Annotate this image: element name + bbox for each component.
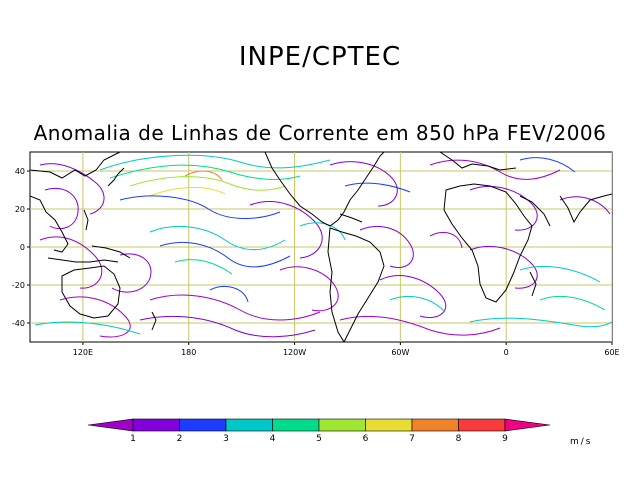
streamline: [279, 266, 339, 312]
streamline: [389, 296, 446, 313]
streamline: [149, 225, 286, 251]
colorbar-label: 1: [130, 434, 136, 444]
lon-tick-label: 180: [181, 348, 196, 357]
colorbar-label: 8: [456, 434, 462, 444]
streamline: [519, 157, 576, 173]
colorbar-box: [179, 418, 227, 432]
colorbar-box: [272, 418, 320, 432]
latitude-labels: 40 20 0 -20 -40: [12, 167, 30, 328]
coastlines: [30, 152, 612, 342]
colorbar-label: 2: [177, 434, 183, 444]
streamline: [109, 164, 301, 180]
colorbar-label: 6: [363, 434, 369, 444]
lon-tick-label: 120W: [283, 348, 306, 357]
colorbar-label: 7: [409, 434, 415, 444]
streamline: [184, 170, 223, 181]
graticule: [30, 152, 612, 342]
streamline: [39, 236, 103, 289]
streamline: [539, 295, 606, 311]
coastline-indonesia: [47, 257, 119, 263]
streamline: [59, 296, 131, 338]
coastline-north-america: [264, 152, 385, 227]
streamline: [209, 286, 249, 303]
colorbar: 1 2 3 4 5 6 7 8 9: [87, 418, 551, 444]
colorbar-label: 5: [316, 434, 322, 444]
colorbar-units: m/s: [570, 437, 593, 447]
coastline-east-asia: [30, 152, 121, 179]
streamline: [344, 182, 411, 193]
coastline-japan: [107, 167, 125, 187]
coastline-south-america: [327, 227, 385, 342]
lon-tick-label: 60E: [604, 348, 619, 357]
colorbar-box: [132, 418, 180, 432]
streamline: [329, 161, 398, 207]
streamline: [39, 163, 105, 215]
coastline-philippines: [83, 209, 89, 231]
coastline-southeast-asia: [30, 195, 69, 253]
streamline: [111, 253, 152, 293]
streamline: [159, 241, 291, 268]
coastline-new-zealand: [151, 311, 157, 331]
coastline-africa: [443, 183, 533, 303]
streamline: [99, 154, 331, 171]
streamline: [149, 186, 226, 197]
colorbar-box: [318, 418, 366, 432]
coastline-caribbean: [339, 213, 363, 223]
streamline: [469, 245, 538, 289]
lat-tick-label: 20: [15, 205, 25, 214]
streamline: [129, 176, 286, 191]
streamline: [379, 275, 447, 318]
streamline: [249, 201, 323, 259]
lat-tick-label: 40: [15, 167, 25, 176]
longitude-labels: 120E 180 120W 60W 0 60E: [73, 342, 620, 357]
colorbar-box: [458, 418, 506, 432]
streamline: [34, 321, 141, 335]
streamline: [139, 315, 316, 338]
colorbar-high-arrow: [504, 418, 551, 432]
colorbar-label: 4: [270, 434, 276, 444]
streamline: [559, 196, 611, 215]
lon-tick-label: 120E: [73, 348, 93, 357]
colorbar-box: [411, 418, 459, 432]
streamline: [519, 265, 601, 283]
streamline: [339, 315, 501, 336]
institution-title: INPE/CPTEC: [238, 42, 402, 72]
streamline: [149, 294, 321, 321]
streamline: [174, 259, 233, 275]
colorbar-box: [225, 418, 273, 432]
coastline-arabia: [519, 195, 551, 227]
coastline-europe: [439, 152, 517, 171]
streamline: [119, 195, 281, 219]
streamline: [359, 226, 414, 268]
streamline: [469, 185, 538, 231]
colorbar-box: [365, 418, 413, 432]
lon-tick-label: 0: [504, 348, 509, 357]
lat-tick-label: 0: [20, 243, 25, 252]
lat-tick-label: -20: [12, 281, 25, 290]
coastline-india: [559, 193, 612, 224]
lat-tick-label: -40: [12, 319, 25, 328]
colorbar-label: 3: [223, 434, 229, 444]
map-title: Anomalia de Linhas de Corrente em 850 hP…: [33, 121, 607, 145]
coastline-australia: [61, 265, 121, 319]
lon-tick-label: 60W: [391, 348, 409, 357]
coastline-madagascar: [529, 271, 537, 297]
streamlines: [34, 154, 612, 338]
coastline-new-guinea: [91, 245, 131, 259]
streamline: [429, 232, 463, 249]
colorbar-low-arrow: [87, 418, 134, 432]
colorbar-label: 9: [502, 434, 508, 444]
streamline: [469, 317, 612, 328]
